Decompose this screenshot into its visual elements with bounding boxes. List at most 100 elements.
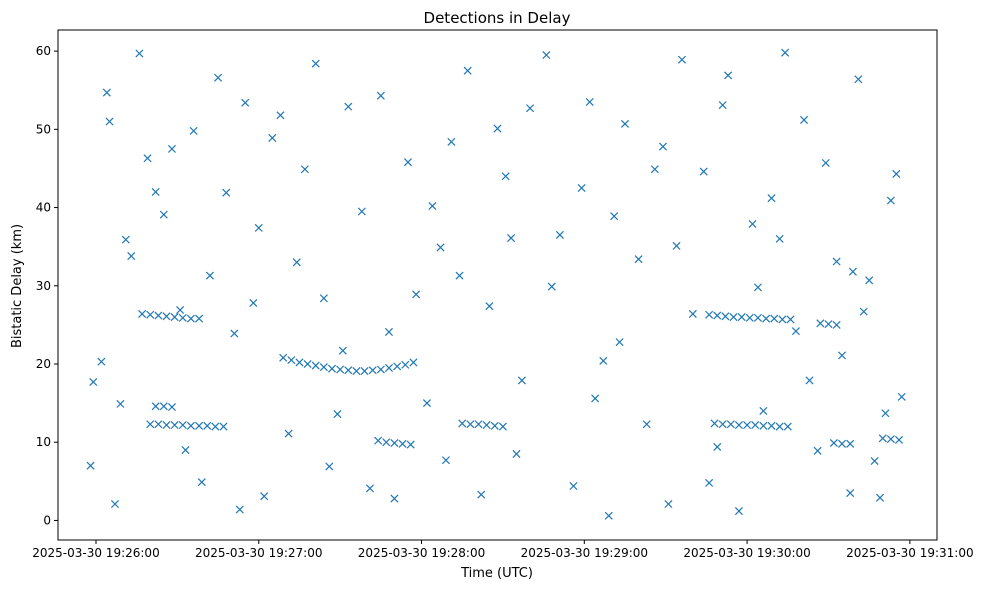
track-point xyxy=(398,439,407,448)
data-point xyxy=(699,167,708,176)
data-point xyxy=(724,71,733,80)
data-point xyxy=(846,489,855,498)
data-point xyxy=(748,219,757,229)
data-point xyxy=(485,302,494,311)
data-point xyxy=(555,230,564,239)
track-point xyxy=(767,421,776,430)
track-point xyxy=(384,363,394,372)
data-point xyxy=(642,420,651,429)
data-point xyxy=(897,392,906,401)
data-point xyxy=(254,223,263,232)
track-point xyxy=(186,421,195,430)
data-point xyxy=(376,91,385,100)
y-axis: 0 10 20 30 40 50 60 xyxy=(36,44,58,527)
track-point xyxy=(154,420,163,429)
track-point xyxy=(319,363,328,372)
data-point xyxy=(512,449,521,458)
data-point xyxy=(591,394,600,403)
data-point xyxy=(447,137,456,146)
track-point xyxy=(409,358,418,367)
track-point xyxy=(886,435,895,444)
track-point xyxy=(393,362,402,371)
data-point xyxy=(791,327,800,336)
track-point xyxy=(894,435,904,444)
data-point xyxy=(886,196,895,205)
track-point xyxy=(159,402,168,411)
track-point xyxy=(376,365,385,374)
data-point xyxy=(205,271,214,280)
data-point xyxy=(718,101,727,110)
data-point xyxy=(759,406,768,415)
data-point xyxy=(325,462,334,471)
data-point xyxy=(127,252,136,261)
track-point xyxy=(162,312,171,321)
data-point xyxy=(892,169,901,178)
data-point xyxy=(547,282,556,291)
data-point xyxy=(832,257,841,266)
x-axis: 2025-03-30 19:26:00 2025-03-30 19:27:00 20… xyxy=(32,540,974,560)
data-point xyxy=(357,207,366,216)
track-point xyxy=(170,313,179,322)
track-point xyxy=(737,313,746,322)
y-tick-label: 20 xyxy=(36,357,51,371)
track-point xyxy=(745,313,754,322)
track-point xyxy=(705,310,714,319)
data-point xyxy=(292,258,301,267)
data-point xyxy=(249,298,258,308)
data-point xyxy=(881,409,890,418)
track-point xyxy=(759,421,768,430)
track-point xyxy=(368,366,377,375)
x-axis-label: Time (UTC) xyxy=(460,566,533,581)
x-tick-label: 2025-03-30 19:30:00 xyxy=(683,546,810,560)
track-point xyxy=(786,315,795,324)
track-point xyxy=(743,420,752,430)
data-point xyxy=(463,66,472,75)
data-point xyxy=(333,410,342,419)
data-point xyxy=(585,97,594,106)
data-point xyxy=(658,142,668,151)
data-point xyxy=(455,271,464,280)
track-point xyxy=(352,367,361,376)
track-point xyxy=(203,421,212,430)
track-point xyxy=(734,420,743,430)
data-point xyxy=(688,309,697,318)
data-point xyxy=(634,255,643,264)
track-point xyxy=(783,422,792,431)
plot-markers xyxy=(86,48,906,520)
data-point xyxy=(384,327,394,336)
data-point xyxy=(767,194,776,203)
y-tick-label: 0 xyxy=(43,513,51,527)
data-point xyxy=(821,158,830,167)
track-point xyxy=(729,313,738,322)
data-point xyxy=(311,59,320,68)
track-point xyxy=(279,353,288,362)
data-point xyxy=(102,88,111,97)
data-point xyxy=(436,243,445,252)
data-point xyxy=(344,102,353,111)
data-point xyxy=(319,294,328,303)
data-point xyxy=(604,511,613,520)
data-point xyxy=(403,158,412,167)
track-point xyxy=(838,439,847,448)
data-point xyxy=(214,73,223,82)
track-point xyxy=(846,439,855,448)
data-point xyxy=(189,126,198,135)
track-point xyxy=(295,358,304,367)
track-point xyxy=(713,311,722,320)
track-point xyxy=(219,422,228,431)
data-point xyxy=(260,492,269,501)
track-point xyxy=(336,365,345,374)
y-tick-label: 30 xyxy=(36,279,51,293)
data-point xyxy=(800,115,809,124)
data-point xyxy=(143,154,152,163)
track-point xyxy=(327,364,337,373)
track-point xyxy=(167,403,176,412)
data-point xyxy=(501,172,510,181)
data-point xyxy=(542,51,551,60)
track-point xyxy=(154,311,163,320)
data-point xyxy=(441,456,450,465)
data-point xyxy=(428,201,437,211)
track-point xyxy=(770,314,779,323)
y-tick-label: 10 xyxy=(36,435,51,449)
